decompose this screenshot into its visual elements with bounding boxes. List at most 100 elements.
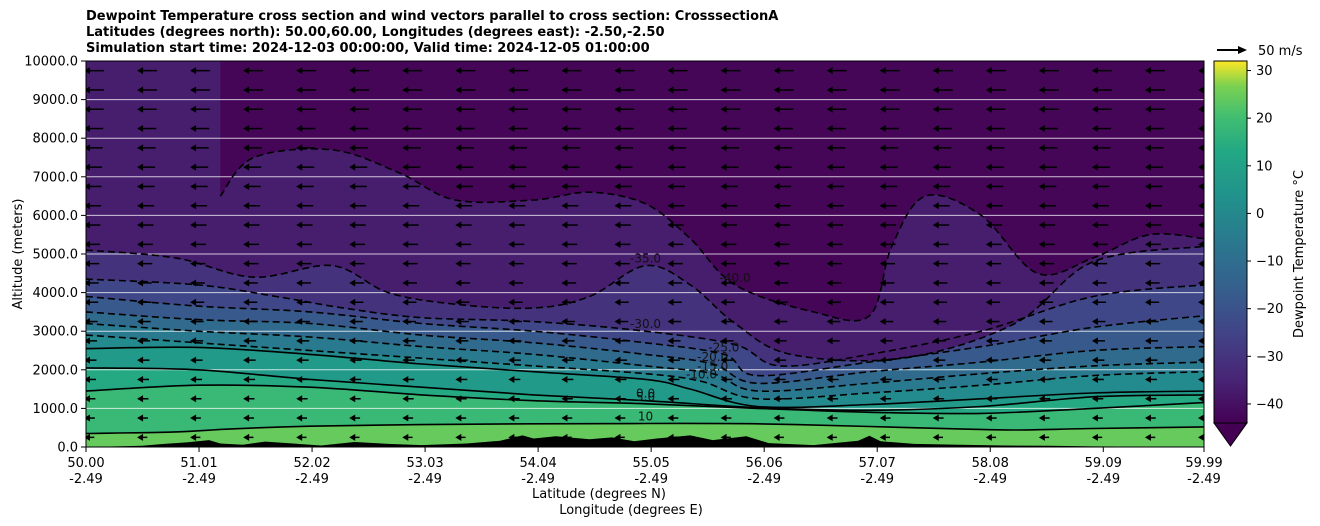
wind-vector: [455, 182, 473, 190]
wind-vector: [296, 337, 310, 345]
wind-vector: [985, 279, 1001, 287]
wind-vector: [1091, 337, 1105, 345]
wind-vector: [243, 414, 254, 422]
wind-vector: [720, 260, 736, 268]
wind-vector: [985, 395, 998, 403]
wind-vector: [826, 105, 847, 113]
wind-vector: [561, 202, 579, 210]
filled-contours: [86, 61, 1204, 447]
wind-vector: [667, 318, 682, 326]
wind-vector: [402, 395, 414, 403]
wind-vector: [508, 414, 520, 422]
wind-vector: [1091, 356, 1105, 364]
wind-vector: [1144, 125, 1165, 133]
wind-vector: [243, 202, 261, 210]
contour-label: -40.0: [720, 271, 751, 285]
wind-vector: [349, 125, 369, 133]
wind-vector: [1144, 356, 1158, 364]
wind-vector: [455, 318, 469, 326]
wind-vector: [1091, 202, 1109, 210]
wind-vector: [985, 240, 1002, 248]
x-tick-label-lat: 59.99: [1185, 456, 1222, 471]
wind-vector: [508, 298, 523, 306]
wind-vector: [667, 260, 683, 268]
wind-vector: [1038, 240, 1055, 248]
wind-vector: [1091, 260, 1108, 268]
wind-vector: [1038, 433, 1050, 441]
wind-vector: [455, 433, 466, 441]
wind-vector: [1091, 298, 1107, 306]
wind-vector: [826, 356, 840, 364]
wind-vector: [773, 298, 788, 306]
wind-vector: [86, 318, 98, 326]
x-tick-label-lon: -2.49: [69, 472, 103, 487]
wind-vector: [667, 356, 681, 364]
wind-vector: [296, 86, 317, 94]
contour-line: [86, 334, 1204, 400]
wind-vector: [720, 163, 739, 171]
wind-vector: [614, 414, 626, 422]
wind-vector: [773, 202, 791, 210]
wind-vector: [985, 337, 999, 345]
wind-vector: [720, 182, 739, 190]
wind-vector: [508, 279, 524, 287]
wind-vector: [137, 240, 153, 248]
wind-vector: [402, 125, 422, 133]
wind-vector: [349, 182, 367, 190]
wind-vector: [667, 298, 682, 306]
wind-vector: [1198, 125, 1204, 133]
wind-vector: [773, 105, 794, 113]
wind-vector: [614, 125, 634, 133]
wind-vector: [879, 182, 898, 190]
wind-vector: [508, 125, 528, 133]
wind-vector: [86, 414, 95, 422]
wind-vector: [296, 105, 316, 113]
x-tick-label-lon: -2.49: [634, 472, 668, 487]
wind-vector: [137, 279, 152, 287]
wind-vector: [296, 298, 311, 306]
x-tick-label-lon: -2.49: [1086, 472, 1120, 487]
wind-vector: [137, 144, 156, 152]
wind-vector: [879, 433, 890, 441]
wind-vector: [667, 337, 681, 345]
colorbar: 30 20 10 0 −10 −20 −30 −40 Dewpoint Temperature…: [1213, 60, 1307, 447]
wind-vector: [455, 356, 468, 364]
y-axis-label: Altitude (meters): [11, 199, 26, 310]
wind-vector: [86, 182, 102, 190]
wind-vector: [826, 395, 839, 403]
wind-vector: [985, 221, 1003, 229]
wind-vector: [243, 105, 263, 113]
wind-vector: [561, 163, 580, 171]
contour-line: [86, 367, 1204, 412]
wind-vector: [1198, 395, 1204, 403]
wind-vector: [1038, 356, 1052, 364]
wind-vector: [455, 105, 476, 113]
wind-vector: [508, 86, 529, 94]
wind-vector: [879, 318, 894, 326]
wind-vector: [1091, 221, 1109, 229]
wind-vector: [1038, 182, 1057, 190]
x-tick-label-lon: -2.49: [521, 472, 555, 487]
x-tick-label-lat: 56.06: [746, 456, 783, 471]
plot-area: 10 5.00.0 -10.0-15.0-20.0-25.0 -30.0 -35.0 -4…: [85, 60, 1205, 448]
wind-vector: [455, 298, 470, 306]
wind-vector: [773, 395, 786, 403]
wind-vector: [932, 298, 947, 306]
wind-vector: [243, 375, 256, 383]
wind-vector: [879, 279, 895, 287]
wind-vector: [985, 67, 1006, 75]
quiver-key-label: 50 m/s: [1258, 44, 1303, 59]
wind-vector: [137, 86, 158, 94]
wind-vector: [243, 240, 259, 248]
wind-vector: [86, 279, 99, 287]
wind-vector: [773, 318, 788, 326]
wind-vector: [137, 125, 157, 133]
x-tick-label-lat: 53.03: [406, 456, 443, 471]
wind-vector: [985, 125, 1005, 133]
y-tick-label: 6000.0: [33, 209, 79, 224]
wind-vector: [86, 221, 101, 229]
wind-vector: [773, 356, 787, 364]
wind-vector: [773, 182, 792, 190]
wind-vector: [667, 163, 686, 171]
